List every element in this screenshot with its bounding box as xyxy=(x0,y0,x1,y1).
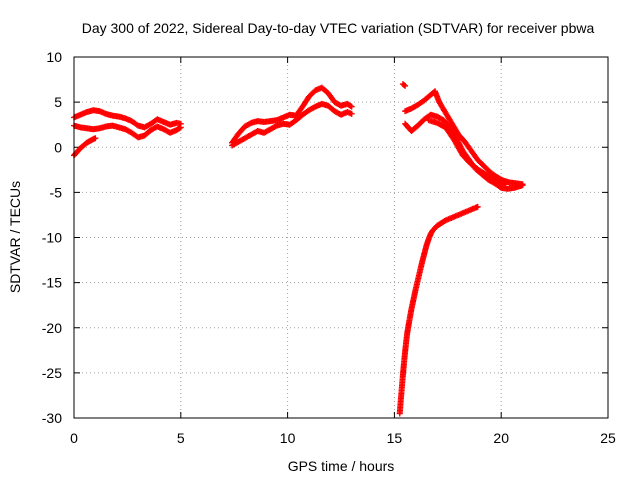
series-arc-recovery xyxy=(396,203,481,417)
y-tick-label: -30 xyxy=(42,410,62,426)
x-axis-label: GPS time / hours xyxy=(288,458,395,474)
x-tick-label: 10 xyxy=(280,430,296,446)
series-arc-late-upper xyxy=(402,88,526,188)
x-tick-label: 25 xyxy=(600,430,616,446)
data-point xyxy=(401,81,408,88)
data-point xyxy=(519,182,526,189)
series-arc-mid-upper xyxy=(229,84,355,146)
x-tick-label: 15 xyxy=(387,430,403,446)
axis-ticks: 0 5 10 15 20 25 -30 -25 -20 -15 -10 -5 0 5 10 xyxy=(42,49,616,446)
series-arc-late-outlier xyxy=(399,81,409,89)
y-tick-label: -15 xyxy=(42,275,62,291)
y-tick-label: 10 xyxy=(46,49,62,65)
data-point xyxy=(92,135,99,142)
series-arc-main-upper xyxy=(71,107,184,131)
x-tick-label: 0 xyxy=(70,430,78,446)
data-point xyxy=(348,103,355,110)
data-point xyxy=(348,110,355,117)
data-series xyxy=(71,81,526,417)
data-point xyxy=(177,124,184,131)
chart-title: Day 300 of 2022, Sidereal Day-to-day VTE… xyxy=(82,20,595,36)
y-tick-label: 5 xyxy=(54,94,62,110)
plot-area-border xyxy=(73,56,609,419)
grid xyxy=(74,57,608,418)
y-tick-label: -20 xyxy=(42,320,62,336)
x-tick-label: 5 xyxy=(177,430,185,446)
x-tick-label: 20 xyxy=(493,430,509,446)
series-arc-mid-lower xyxy=(229,100,355,149)
y-tick-label: 0 xyxy=(54,139,62,155)
data-point xyxy=(502,181,509,188)
data-point xyxy=(474,203,481,210)
y-tick-label: -5 xyxy=(50,184,63,200)
series-arc-late-middle xyxy=(425,117,509,188)
data-point xyxy=(402,82,409,89)
y-tick-label: -10 xyxy=(42,230,62,246)
y-tick-label: -25 xyxy=(42,365,62,381)
y-axis-label: SDTVAR / TECUs xyxy=(7,181,23,293)
series-arc-main-lower xyxy=(71,122,184,141)
